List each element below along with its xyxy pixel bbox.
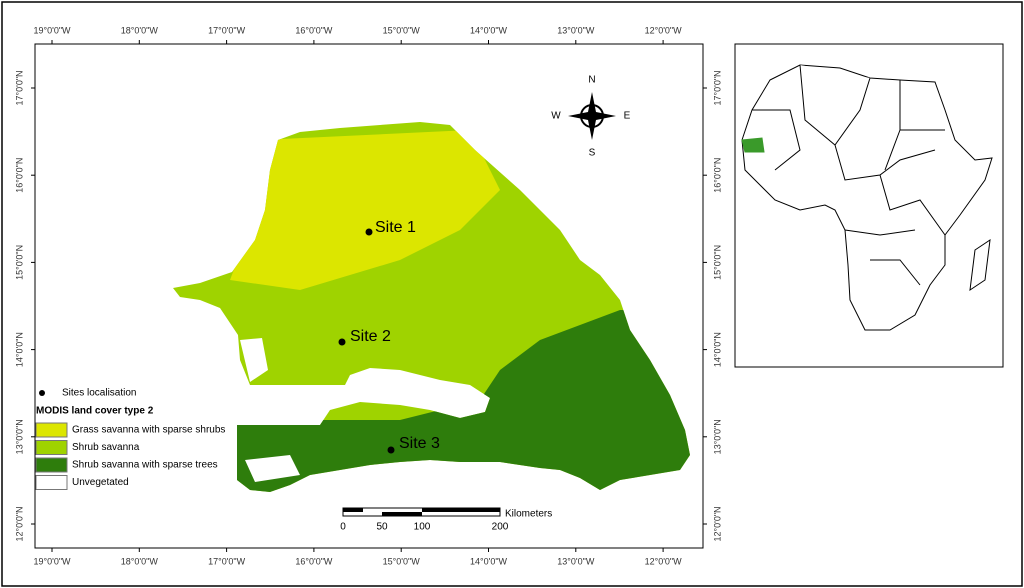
scale-label: 50 [376, 522, 388, 533]
legend-label: Grass savanna with sparse shrubs [72, 425, 225, 436]
legend-sites: Sites localisation [62, 388, 136, 399]
compass-e: E [624, 111, 631, 122]
scale-bar: 0 50 100 200 Kilometers [340, 507, 552, 533]
grass-savanna [230, 130, 500, 290]
site-marker [387, 446, 395, 454]
site-marker [338, 338, 346, 346]
graticule-labels: 19°0'0"W 19°0'0"W 18°0'0"W 18°0'0"W 17°0'0"W… [14, 25, 722, 566]
lat-label: 17°0'0"N [14, 70, 24, 105]
legend-label: Shrub savanna with sparse trees [72, 460, 218, 471]
legend-swatch [35, 422, 68, 438]
lon-label: 18°0'0"W [121, 556, 159, 566]
site-label: Site 3 [399, 435, 440, 452]
lat-label: 16°0'0"N [712, 158, 722, 193]
scale-label: 0 [340, 522, 346, 533]
legend-swatch [35, 475, 68, 490]
lon-label: 13°0'0"W [557, 556, 595, 566]
compass-n: N [588, 75, 595, 86]
legend-swatch [35, 457, 68, 473]
compass: N S E W [551, 75, 630, 159]
lon-label: 12°0'0"W [645, 25, 683, 35]
legend-label: Shrub savanna [72, 442, 140, 453]
legend-swatch [35, 440, 68, 455]
site-label: Site 1 [375, 219, 416, 236]
compass-w: W [551, 111, 561, 122]
scale-unit: Kilometers [505, 509, 552, 520]
lon-label: 14°0'0"W [470, 25, 508, 35]
lat-label: 14°0'0"N [712, 332, 722, 367]
lon-label: 19°0'0"W [33, 25, 71, 35]
lon-label: 17°0'0"W [208, 556, 246, 566]
lon-label: 16°0'0"W [295, 556, 333, 566]
legend: Sites localisation MODIS land cover type… [35, 388, 225, 490]
lon-label: 15°0'0"W [383, 25, 421, 35]
lon-label: 12°0'0"W [645, 556, 683, 566]
legend-title: MODIS land cover type 2 [36, 406, 154, 417]
scale-label: 200 [492, 522, 509, 533]
lat-label: 14°0'0"N [14, 332, 24, 367]
lat-label: 12°0'0"N [14, 506, 24, 541]
lon-label: 18°0'0"W [121, 25, 159, 35]
inset-africa [741, 64, 993, 331]
lon-label: 13°0'0"W [557, 25, 595, 35]
unvegetated [240, 338, 300, 482]
lon-label: 16°0'0"W [295, 25, 333, 35]
legend-label: Unvegetated [72, 477, 129, 488]
lon-label: 19°0'0"W [33, 556, 71, 566]
lon-label: 15°0'0"W [383, 556, 421, 566]
lat-label: 12°0'0"N [712, 506, 722, 541]
site-label: Site 2 [350, 328, 391, 345]
lat-label: 13°0'0"N [712, 419, 722, 454]
compass-s: S [589, 148, 596, 159]
lat-label: 17°0'0"N [712, 70, 722, 105]
lat-label: 13°0'0"N [14, 419, 24, 454]
site-marker [365, 228, 373, 236]
scale-label: 100 [414, 522, 431, 533]
lon-label: 17°0'0"W [208, 25, 246, 35]
lat-label: 15°0'0"N [14, 245, 24, 280]
lon-label: 14°0'0"W [470, 556, 508, 566]
lat-label: 15°0'0"N [712, 245, 722, 280]
lat-label: 16°0'0"N [14, 158, 24, 193]
